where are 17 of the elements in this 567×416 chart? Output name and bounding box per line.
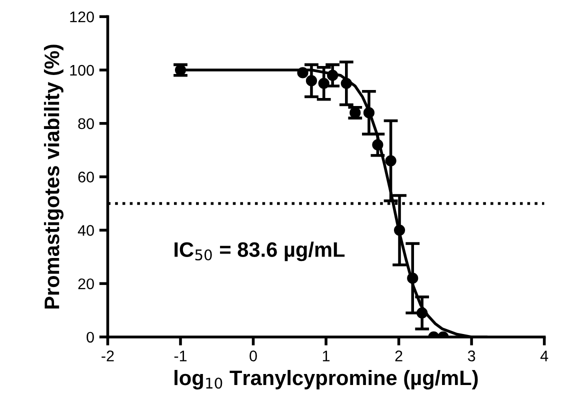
y-axis-title: Promastigotes viability (%) [44,44,64,309]
x-tick-label: 3 [468,350,476,362]
y-tick-label: 80 [78,118,94,130]
annotation: IC$_{50}$ = 83.6 µg/mL [174,242,345,262]
x-tick-label: 4 [540,350,548,362]
y-tick-label: 120 [70,12,94,22]
x-tick-label: -2 [102,350,114,362]
x-tick-label: -1 [174,350,187,362]
x-tick-label: 1 [322,350,330,362]
y-tick-label: 40 [78,225,94,236]
y-tick-label: 100 [70,64,94,76]
x-axis-title: log$_{10}$ Tranylcypromine (µg/mL) [174,370,478,390]
y-tick-label: 60 [78,172,94,182]
x-tick-label: 2 [395,350,402,362]
y-tick-label: 20 [78,278,94,290]
y-tick-label: 0 [86,332,94,343]
x-tick-label: 0 [250,350,257,362]
